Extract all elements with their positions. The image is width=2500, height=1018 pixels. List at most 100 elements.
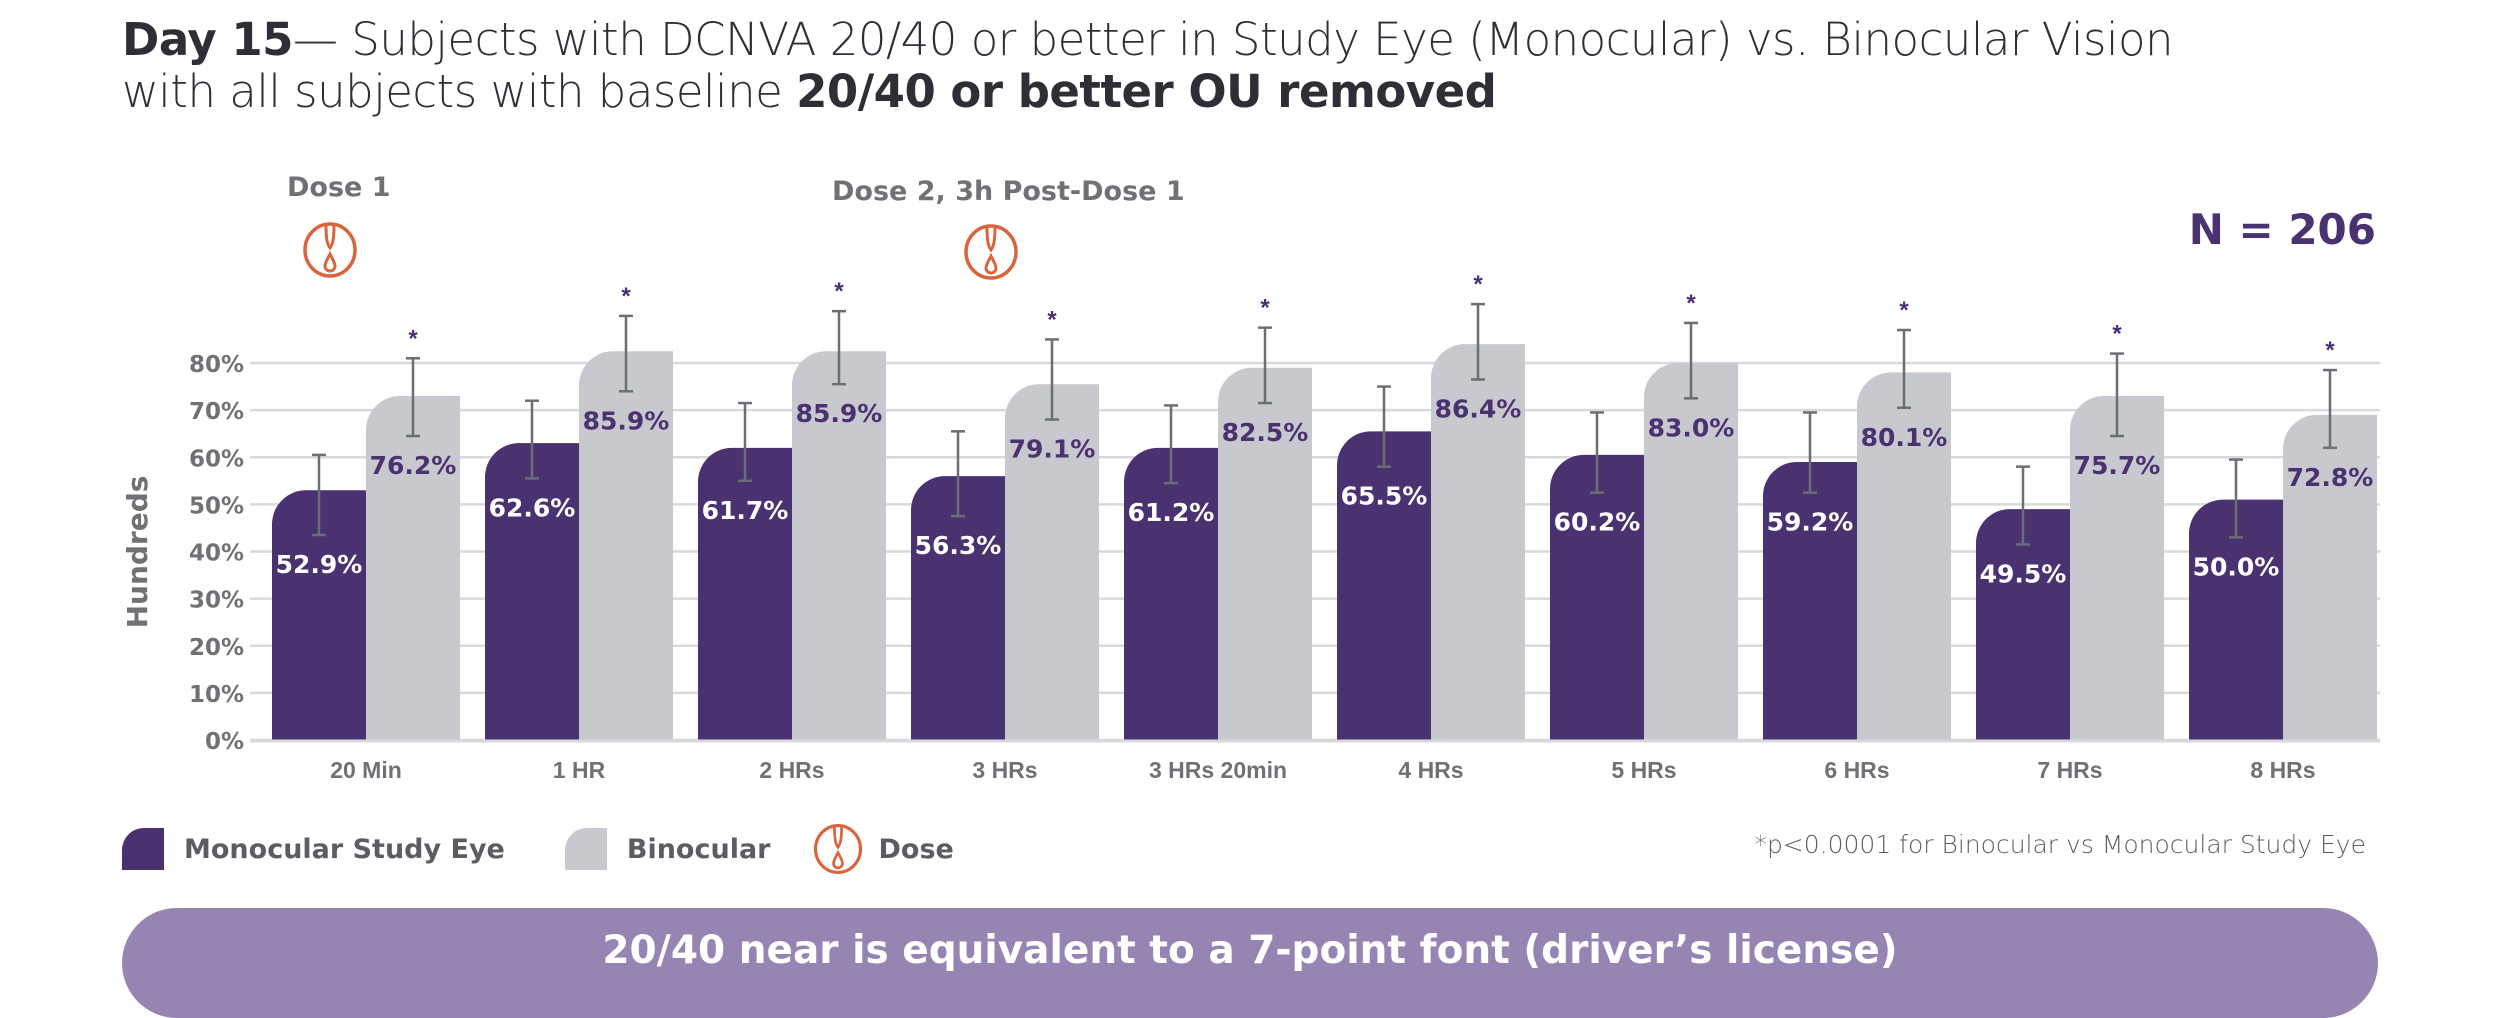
monocular-value-label: 50.0% — [2193, 552, 2280, 581]
significance-asterisk: * — [2325, 337, 2335, 364]
y-tick-label: 30% — [189, 588, 244, 614]
monocular-bar — [911, 476, 1005, 740]
significance-footnote: *p<0.0001 for Binocular vs Monocular Stu… — [1754, 830, 2366, 859]
binocular-bar — [1857, 372, 1951, 740]
binocular-swatch-icon — [564, 828, 607, 870]
binocular-bar — [2070, 395, 2164, 740]
n-count: N = 206 — [2188, 205, 2376, 254]
binocular-value-label: 79.1% — [1009, 435, 1096, 464]
y-tick-label: 60% — [189, 446, 244, 472]
x-tick-label: 8 HRs — [2250, 757, 2315, 783]
significance-asterisk: * — [1260, 295, 1270, 322]
title-baseline: with all subjects with baseline — [122, 65, 797, 118]
dose1-label: Dose 1 — [287, 172, 391, 203]
bar-group: 61.7% 85.9% * — [698, 278, 886, 740]
dose2-label: Dose 2, 3h Post-Dose 1 — [832, 176, 1185, 207]
bar-group: 52.9% 76.2% * — [272, 325, 460, 740]
binocular-value-label: 86.4% — [1435, 394, 1522, 423]
bar-group: 60.2% 83.0% * — [1550, 290, 1738, 740]
y-tick-label: 70% — [189, 399, 244, 425]
binocular-value-label: 72.8% — [2287, 463, 2374, 492]
significance-asterisk: * — [621, 283, 631, 310]
monocular-value-label: 52.9% — [276, 550, 363, 579]
legend-item-monocular: Monocular Study Eye — [122, 828, 505, 870]
monocular-value-label: 49.5% — [1980, 559, 2067, 588]
monocular-bar — [1124, 447, 1218, 740]
y-tick-label: 80% — [189, 352, 244, 378]
y-tick-label: 40% — [189, 541, 244, 567]
bar-group: 65.5% 86.4% * — [1337, 271, 1525, 740]
y-tick-label: 50% — [189, 493, 244, 519]
legend-label-dose: Dose — [878, 833, 954, 865]
significance-asterisk: * — [834, 278, 844, 305]
x-tick-label: 6 HRs — [1824, 757, 1889, 783]
title-line-1: Day 15— Subjects with DCNVA 20/40 or bet… — [122, 13, 2174, 66]
significance-asterisk: * — [2112, 321, 2122, 348]
y-axis-ticks: 0% 10% 20% 30% 40% 50% 60% 70% 80% — [189, 352, 244, 755]
monocular-bar — [485, 443, 579, 740]
legend-label-binocular: Binocular — [626, 833, 771, 865]
binocular-value-label: 83.0% — [1648, 413, 1735, 442]
significance-asterisk: * — [408, 325, 418, 352]
monocular-value-label: 65.5% — [1341, 482, 1428, 511]
bar-group: 50.0% 72.8% * — [2189, 337, 2377, 740]
binocular-value-label: 75.7% — [2074, 451, 2161, 480]
y-tick-label: 0% — [205, 729, 244, 755]
binocular-bar — [1218, 367, 1312, 740]
binocular-value-label: 80.1% — [1861, 423, 1948, 452]
y-tick-label: 10% — [189, 682, 244, 708]
legend-item-binocular: Binocular — [564, 828, 771, 870]
binocular-bar — [579, 351, 673, 740]
eye-drop-icon — [964, 224, 1018, 280]
x-tick-label: 1 HR — [553, 757, 606, 783]
title-removed: 20/40 or better OU removed — [796, 65, 1497, 118]
binocular-value-label: 85.9% — [583, 406, 670, 435]
monocular-bar — [1550, 454, 1644, 740]
significance-asterisk: * — [1686, 290, 1696, 317]
monocular-value-label: 62.6% — [489, 493, 576, 522]
binocular-bar — [366, 395, 460, 740]
info-banner-text: 20/40 near is equivalent to a 7-point fo… — [602, 928, 1898, 973]
monocular-value-label: 61.2% — [1128, 498, 1215, 527]
binocular-bar — [1431, 344, 1525, 740]
binocular-bar — [1644, 363, 1738, 740]
title-subject: — Subjects with DCNVA 20/40 or better in… — [292, 13, 2174, 66]
eye-drop-icon — [303, 222, 357, 278]
legend-item-dose: Dose — [831, 822, 954, 876]
monocular-value-label: 59.2% — [1767, 508, 1854, 537]
bar-group: 56.3% 79.1% * — [911, 306, 1099, 740]
dose-markers — [303, 222, 1018, 280]
chart-title: Day 15— Subjects with DCNVA 20/40 or bet… — [122, 13, 2174, 118]
monocular-bar — [1976, 509, 2070, 740]
monocular-value-label: 60.2% — [1554, 508, 1641, 537]
x-tick-label: 4 HRs — [1398, 757, 1463, 783]
x-tick-label: 3 HRs — [972, 757, 1037, 783]
x-tick-label: 5 HRs — [1611, 757, 1676, 783]
x-tick-label: 2 HRs — [759, 757, 824, 783]
significance-asterisk: * — [1899, 297, 1909, 324]
y-tick-label: 20% — [189, 635, 244, 661]
monocular-bar — [2189, 499, 2283, 740]
x-tick-label: 3 HRs 20min — [1149, 757, 1287, 783]
info-banner: 20/40 near is equivalent to a 7-point fo… — [122, 908, 2378, 1018]
x-tick-label: 20 Min — [330, 757, 402, 783]
binocular-value-label: 82.5% — [1222, 418, 1309, 447]
monocular-swatch-icon — [122, 828, 164, 870]
bar-group: 49.5% 75.7% * — [1976, 321, 2164, 740]
monocular-bar — [272, 490, 366, 740]
x-axis-ticks: 20 Min 1 HR 2 HRs 3 HRs 3 HRs 20min 4 HRs 5 HR… — [250, 739, 2380, 783]
monocular-value-label: 56.3% — [915, 531, 1002, 560]
bar-group: 62.6% 85.9% * — [485, 283, 673, 740]
bar-chart: 0% 10% 20% 30% 40% 50% 60% 70% 80% Hundreds 52.9… — [121, 222, 2380, 783]
bars: 52.9% 76.2% * 62.6% 85.9% * 61.7% 85.9% * 56.3% 79… — [272, 271, 2377, 740]
monocular-value-label: 61.7% — [702, 496, 789, 525]
binocular-value-label: 85.9% — [796, 399, 883, 428]
monocular-bar — [698, 447, 792, 740]
significance-asterisk: * — [1473, 271, 1483, 298]
bar-group: 61.2% 82.5% * — [1124, 295, 1312, 740]
title-line-2: with all subjects with baseline 20/40 or… — [122, 66, 2173, 118]
binocular-bar — [2283, 414, 2377, 740]
monocular-bar — [1337, 431, 1431, 740]
legend: Monocular Study Eye Binocular Dose — [122, 822, 1014, 876]
binocular-bar — [792, 351, 886, 740]
